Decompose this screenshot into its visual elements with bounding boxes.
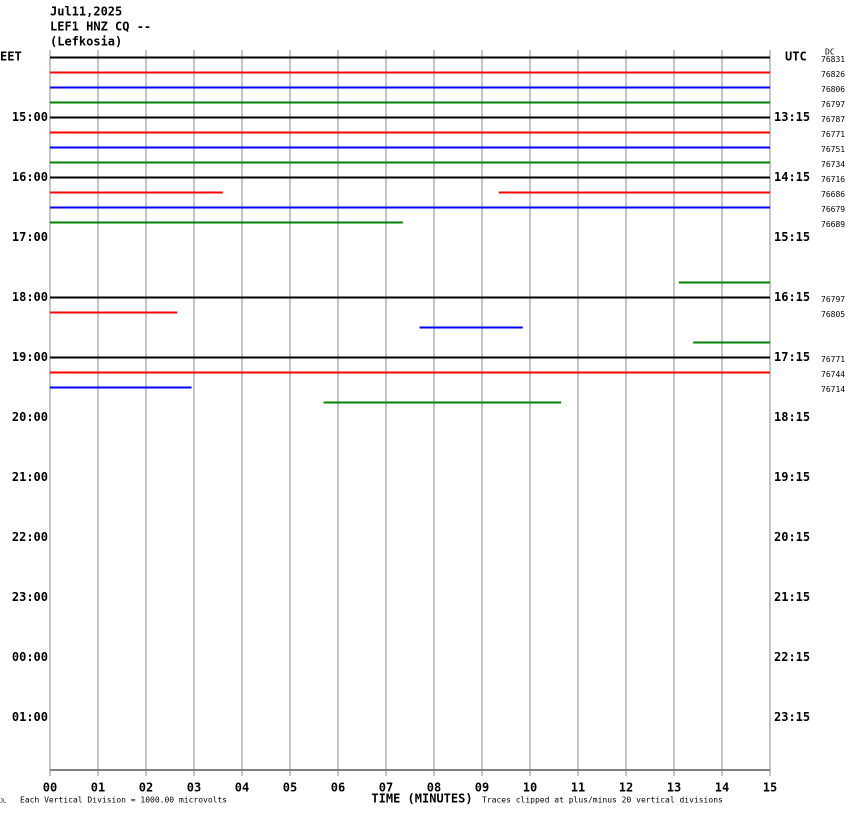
title-line: (Lefkosia) xyxy=(50,35,122,49)
trace-value: 76686 xyxy=(821,190,845,199)
trace-value: 76679 xyxy=(821,205,845,214)
trace-value: 76797 xyxy=(821,295,845,304)
corner-label: DC xyxy=(825,48,835,57)
y-tick-label: 00:00 xyxy=(12,650,48,664)
x-tick-label: 03 xyxy=(187,781,201,795)
y2-tick-label: 18:15 xyxy=(774,410,810,424)
x-tick-label: 11 xyxy=(571,781,585,795)
y-tick-label: 19:00 xyxy=(12,350,48,364)
footer-right: Traces clipped at plus/minus 20 vertical… xyxy=(482,796,723,805)
y2-tick-label: 19:15 xyxy=(774,470,810,484)
y-tick-label: 20:00 xyxy=(12,410,48,424)
footer-left: Each Vertical Division = 1000.00 microvo… xyxy=(20,796,227,805)
mark-label: JL xyxy=(0,799,6,805)
trace-value: 76831 xyxy=(821,55,845,64)
x-tick-label: 15 xyxy=(763,781,777,795)
y2-tick-label: 23:15 xyxy=(774,710,810,724)
trace-value: 76734 xyxy=(821,160,845,169)
trace-value: 76689 xyxy=(821,220,845,229)
y2-tick-label: 16:15 xyxy=(774,290,810,304)
x-tick-label: 09 xyxy=(475,781,489,795)
x-tick-label: 08 xyxy=(427,781,441,795)
y2-tick-label: 14:15 xyxy=(774,170,810,184)
y-tick-label: 17:00 xyxy=(12,230,48,244)
y-tick-label: 18:00 xyxy=(12,290,48,304)
y-tick-label: 15:00 xyxy=(12,110,48,124)
x-tick-label: 07 xyxy=(379,781,393,795)
trace-value: 76771 xyxy=(821,355,845,364)
x-tick-label: 05 xyxy=(283,781,297,795)
trace-value: 76744 xyxy=(821,370,845,379)
x-axis-label: TIME (MINUTES) xyxy=(371,792,472,806)
right-axis-label: UTC xyxy=(785,50,807,64)
y2-tick-label: 15:15 xyxy=(774,230,810,244)
y-tick-label: 23:00 xyxy=(12,590,48,604)
y-tick-label: 01:00 xyxy=(12,710,48,724)
y2-tick-label: 22:15 xyxy=(774,650,810,664)
y2-tick-label: 20:15 xyxy=(774,530,810,544)
trace-value: 76826 xyxy=(821,70,845,79)
y-tick-label: 22:00 xyxy=(12,530,48,544)
x-tick-label: 02 xyxy=(139,781,153,795)
y-tick-label: 21:00 xyxy=(12,470,48,484)
title-line: Jul11,2025 xyxy=(50,5,122,19)
trace-value: 76771 xyxy=(821,130,845,139)
x-tick-label: 06 xyxy=(331,781,345,795)
x-tick-label: 13 xyxy=(667,781,681,795)
x-tick-label: 01 xyxy=(91,781,105,795)
trace-value: 76716 xyxy=(821,175,845,184)
x-tick-label: 12 xyxy=(619,781,633,795)
x-tick-label: 10 xyxy=(523,781,537,795)
left-axis-label: EET xyxy=(0,50,22,64)
x-tick-label: 04 xyxy=(235,781,249,795)
y2-tick-label: 21:15 xyxy=(774,590,810,604)
x-tick-label: 14 xyxy=(715,781,729,795)
trace-value: 76751 xyxy=(821,145,845,154)
trace-value: 76805 xyxy=(821,310,845,319)
trace-value: 76787 xyxy=(821,115,845,124)
title-line: LEF1 HNZ CQ -- xyxy=(50,20,151,34)
y2-tick-label: 17:15 xyxy=(774,350,810,364)
y-tick-label: 16:00 xyxy=(12,170,48,184)
trace-value: 76714 xyxy=(821,385,845,394)
y2-tick-label: 13:15 xyxy=(774,110,810,124)
trace-value: 76797 xyxy=(821,100,845,109)
x-tick-label: 00 xyxy=(43,781,57,795)
trace-value: 76806 xyxy=(821,85,845,94)
